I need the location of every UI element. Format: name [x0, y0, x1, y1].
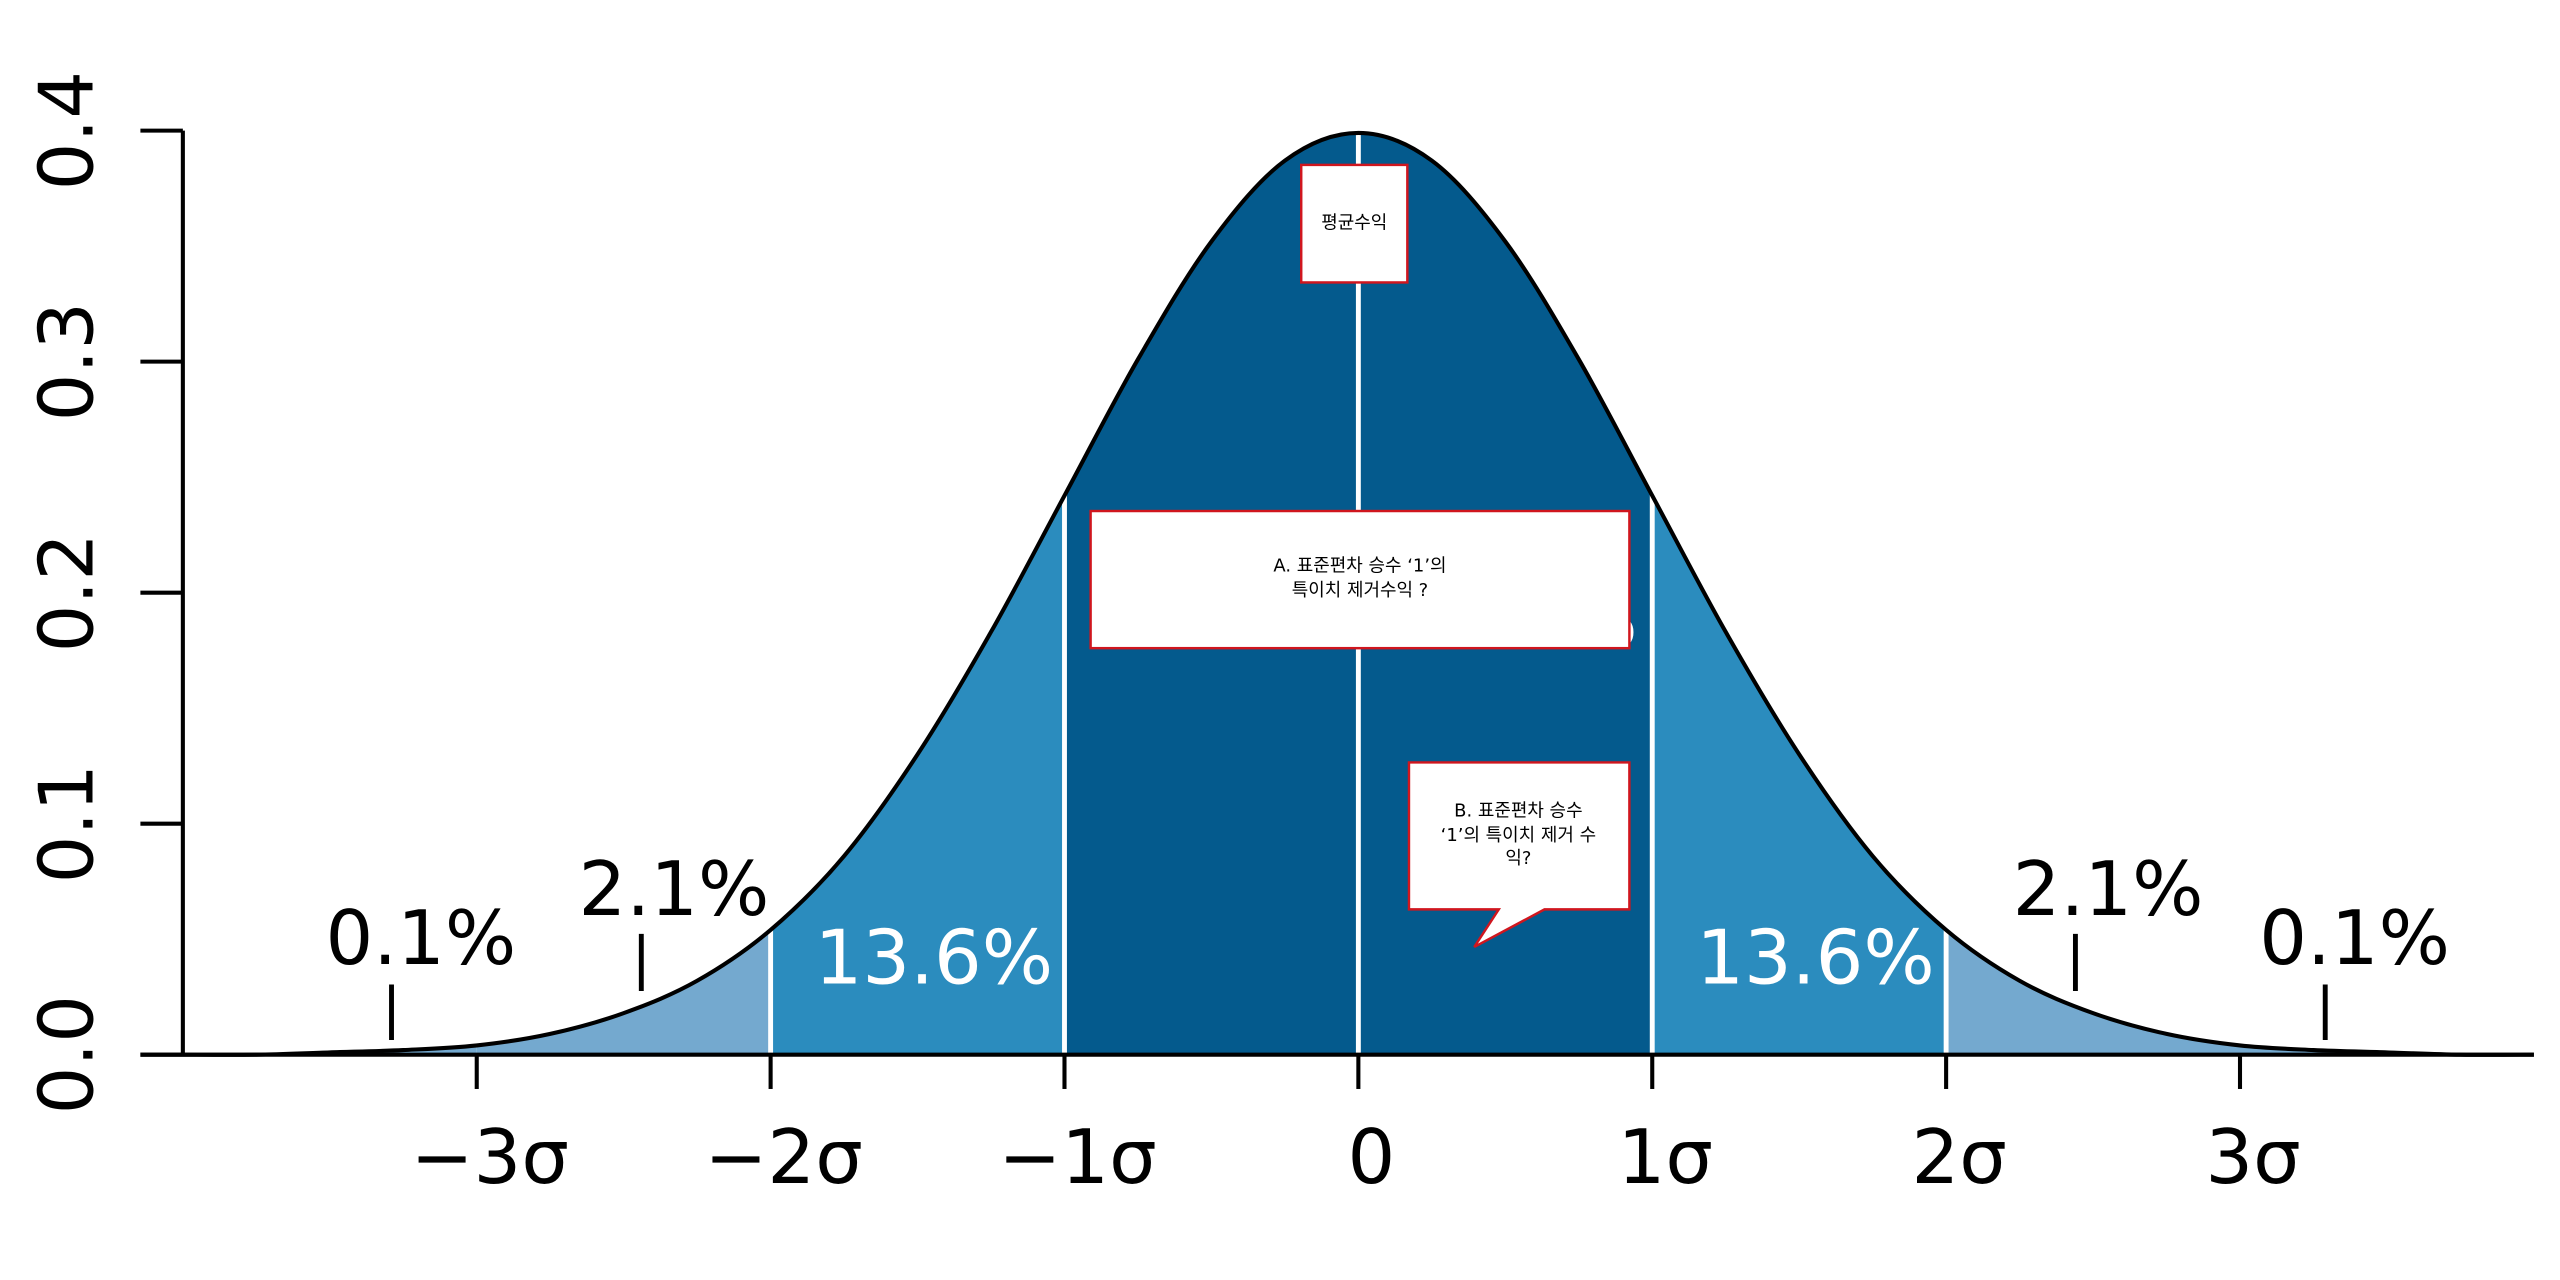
region-label: 13.6% — [815, 914, 1054, 1002]
callouts: 평균수익 A. 표준편차 승수 ‘1’의 특이치 제거수익 ? B. 표준편차 … — [1089, 163, 1631, 949]
curve — [182, 130, 2534, 1057]
callout-text: A. 표준편차 승수 ‘1’의 — [1273, 556, 1446, 577]
callout-bubble — [1407, 761, 1631, 949]
callout-text: 특이치 제거수익 ? — [1292, 580, 1428, 601]
x-tick-label: −3σ — [411, 1113, 569, 1201]
callout-box — [1300, 163, 1409, 284]
callout-text: 평균수익 — [1321, 213, 1387, 234]
callout-text: 익? — [1505, 848, 1531, 869]
y-tick-label: 0.2 — [22, 533, 110, 652]
x-tick-label: −2σ — [705, 1113, 863, 1201]
region-label: 2.1% — [579, 845, 770, 933]
callout-text: B. 표준편차 승수 — [1454, 800, 1582, 821]
x-tick-label: 2σ — [1911, 1113, 2006, 1201]
y-tick-label: 0.0 — [22, 995, 110, 1114]
x-tick-label: 1σ — [1618, 1113, 1713, 1201]
x-tick-label: 3σ — [2205, 1113, 2300, 1201]
y-tick-label: 0.3 — [22, 302, 110, 421]
region-label: 13.6% — [1696, 914, 1935, 1002]
callout-text: ‘1’의 특이치 제거 수 — [1441, 825, 1596, 846]
y-tick-label: 0.4 — [22, 71, 110, 190]
x-tick-label: 0 — [1348, 1113, 1396, 1201]
region-label: 0.1% — [2259, 894, 2450, 982]
region-label: 2.1% — [2013, 845, 2204, 933]
y-tick-label: 0.1 — [22, 764, 110, 883]
region-label: 0.1% — [326, 894, 517, 982]
x-tick-label: −1σ — [998, 1113, 1156, 1201]
callout-box — [1089, 509, 1631, 650]
